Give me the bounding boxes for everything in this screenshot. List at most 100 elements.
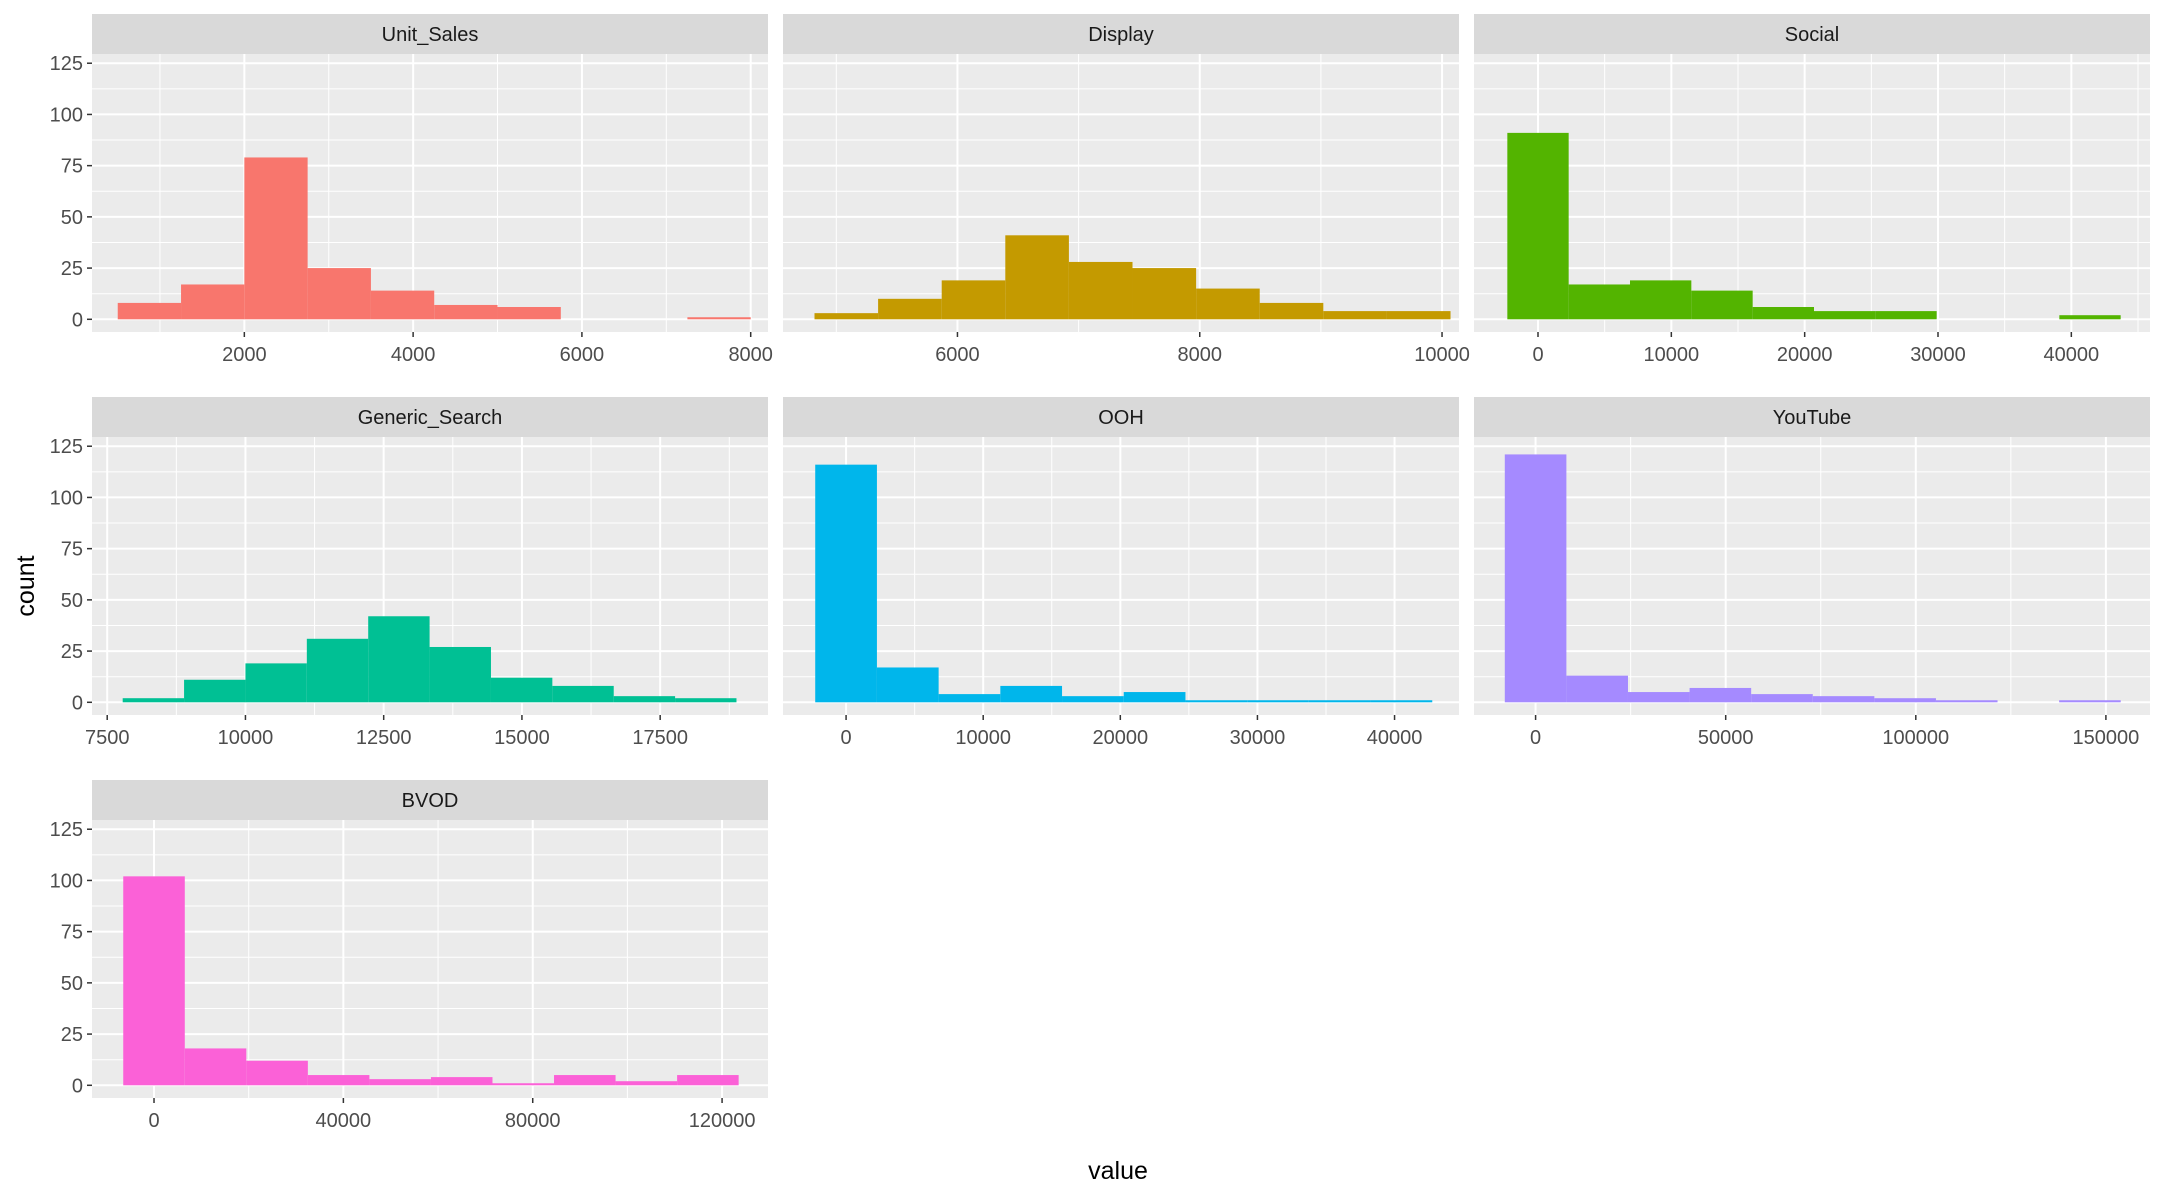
histogram-bar	[430, 1077, 493, 1086]
panel-strip	[783, 397, 1459, 437]
panel-youtube: YouTube 0 50000 100000 150000	[1474, 397, 2150, 749]
histogram-bar	[306, 638, 369, 703]
panel-unit-sales: Unit_Sales 0 25 50 75 100 125 2000 4000 6000 8000	[50, 14, 773, 366]
histogram-bar	[1308, 700, 1371, 703]
x-tick-label: 0	[1532, 344, 1543, 366]
y-tick-label: 125	[50, 436, 83, 458]
histogram-bar	[1062, 696, 1124, 703]
panel-strip-label: Social	[1785, 24, 1839, 46]
histogram-bar	[876, 667, 939, 703]
histogram-bar	[369, 1079, 431, 1086]
x-tick-label: 0	[148, 1110, 159, 1132]
y-tick-label: 50	[61, 973, 83, 995]
histogram-bar	[1812, 696, 1875, 703]
y-tick-label: 75	[61, 539, 83, 561]
histogram-bar	[184, 1048, 247, 1086]
panel-strip-label: Generic_Search	[358, 407, 503, 429]
panel-strip-label: Unit_Sales	[382, 24, 479, 46]
histogram-bar	[492, 1083, 555, 1086]
histogram-bar	[1751, 694, 1813, 703]
y-tick-label: 100	[50, 104, 83, 126]
panel-ooh: OOH 0 10000 20000 30000 40000	[783, 397, 1459, 749]
x-tick-label: 10000	[1644, 344, 1700, 366]
histogram-bar	[615, 1081, 678, 1086]
y-tick-label: 50	[61, 207, 83, 229]
panel-strip	[92, 397, 768, 437]
panel-social: Social 0 10000 20000 30000 40000	[1474, 14, 2150, 366]
histogram-bar	[1068, 261, 1133, 320]
histogram-bar	[815, 464, 877, 703]
histogram-bar	[1507, 132, 1569, 320]
histogram-bar	[613, 696, 676, 703]
panel-generic-search: Generic_Search 0 25 50 75 100 125 7500 10000 1250…	[50, 397, 768, 749]
histogram-bar	[122, 698, 185, 703]
histogram-bar	[1386, 311, 1451, 320]
y-tick-label: 25	[61, 641, 83, 663]
histogram-bar	[307, 268, 371, 320]
histogram-bar	[434, 304, 498, 320]
panel-background	[1474, 437, 2150, 715]
x-tick-label: 50000	[1698, 727, 1754, 749]
histogram-bar	[2059, 700, 2121, 703]
y-tick-label: 50	[61, 590, 83, 612]
histogram-bar	[552, 685, 614, 703]
histogram-bar	[1370, 700, 1433, 703]
x-tick-label: 17500	[632, 727, 688, 749]
histogram-bar	[368, 616, 430, 703]
x-tick-label: 8000	[1177, 344, 1222, 366]
histogram-bar	[244, 157, 308, 320]
histogram-bar	[1752, 307, 1814, 320]
histogram-bar	[878, 298, 942, 320]
y-tick-label: 100	[50, 870, 83, 892]
x-tick-label: 120000	[689, 1110, 756, 1132]
histogram-bar	[1691, 290, 1753, 320]
histogram-bar	[1875, 311, 1937, 320]
x-tick-label: 30000	[1910, 344, 1966, 366]
histogram-bar	[1196, 288, 1260, 320]
histogram-bar	[490, 677, 553, 703]
x-tick-label: 4000	[391, 344, 436, 366]
x-tick-label: 6000	[935, 344, 980, 366]
histogram-bar	[687, 317, 751, 320]
panel-strip	[92, 780, 768, 820]
x-tick-label: 8000	[728, 344, 773, 366]
x-tick-label: 0	[1530, 727, 1541, 749]
histogram-bar	[1627, 692, 1690, 703]
histogram-bar	[1874, 698, 1936, 703]
y-tick-label: 25	[61, 258, 83, 280]
histogram-bar	[117, 302, 182, 320]
histogram-bar	[938, 694, 1001, 703]
panel-strip-label: Display	[1088, 24, 1154, 46]
x-tick-label: 10000	[218, 727, 274, 749]
x-tick-label: 10000	[955, 727, 1011, 749]
histogram-bar	[1630, 280, 1692, 320]
panel-strip-label: BVOD	[402, 790, 459, 812]
x-tick-label: 12500	[356, 727, 412, 749]
x-tick-label: 10000	[1414, 344, 1470, 366]
x-tick-label: 80000	[505, 1110, 561, 1132]
histogram-bar	[307, 1075, 370, 1086]
histogram-bar	[1935, 700, 1998, 703]
panel-bvod: BVOD 0 25 50 75 100 125 0 40000 80000 120000	[50, 780, 768, 1132]
histogram-bar	[2059, 315, 2121, 320]
panel-strip	[1474, 397, 2150, 437]
histogram-bar	[941, 280, 1006, 320]
y-tick-label: 0	[72, 309, 83, 331]
x-tick-label: 7500	[85, 727, 130, 749]
histogram-bar	[675, 698, 737, 703]
histogram-bar	[246, 1060, 308, 1086]
histogram-bar	[1689, 687, 1752, 703]
histogram-bar	[370, 290, 435, 320]
y-tick-label: 0	[72, 1075, 83, 1097]
histogram-bar	[429, 646, 491, 703]
panel-strip	[1474, 14, 2150, 54]
histogram-bar	[677, 1075, 739, 1086]
histogram-bar	[181, 284, 245, 320]
histogram-bar	[814, 313, 879, 320]
histogram-bar	[1123, 692, 1186, 703]
panel-strip-label: OOH	[1098, 407, 1144, 429]
x-tick-label: 100000	[1882, 727, 1949, 749]
histogram-bar	[1185, 700, 1248, 703]
